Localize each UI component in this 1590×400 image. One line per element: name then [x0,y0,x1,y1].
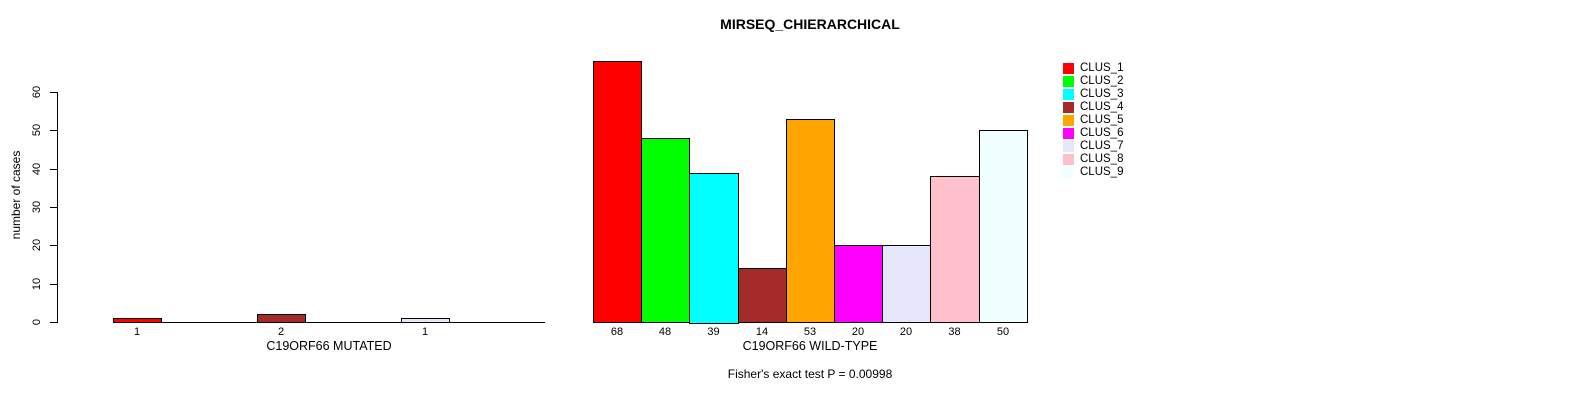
y-axis-tick-label: 30 [31,200,43,214]
y-axis-tick-label: 40 [31,162,43,176]
x-axis-label-mutated: C19ORF66 MUTATED [266,339,392,353]
legend-swatch-CLUS_3 [1063,89,1074,100]
legend-row: CLUS_5 [1063,114,1123,127]
bar-CLUS_2 [641,138,690,323]
x-axis-line [113,322,545,323]
y-axis-tick-label: 10 [31,277,43,291]
y-axis-tick [50,130,57,131]
legend-row: CLUS_9 [1063,166,1123,179]
legend-label: CLUS_2 [1080,75,1124,87]
legend-row: CLUS_4 [1063,101,1123,114]
y-axis-tick [50,245,57,246]
legend-swatch-CLUS_7 [1063,141,1074,152]
bar-value-label: 53 [803,326,817,338]
bar-CLUS_9 [979,130,1028,323]
y-axis-tick-label: 50 [31,123,43,137]
bar-CLUS_8 [930,176,980,323]
bar-value-label: 14 [755,326,769,338]
bar-CLUS_6 [834,245,883,323]
legend-row: CLUS_6 [1063,127,1123,140]
legend-row: CLUS_2 [1063,75,1123,88]
bar-CLUS_4 [257,314,306,323]
bar-CLUS_1 [593,61,642,323]
bar-CLUS_7 [882,245,931,323]
bar-CLUS_5 [786,119,835,323]
bar-value-label: 1 [421,326,429,338]
legend-swatch-CLUS_9 [1063,167,1074,178]
legend-label: CLUS_5 [1080,114,1124,126]
legend-row: CLUS_7 [1063,140,1123,153]
y-axis-label: number of cases [9,150,23,240]
y-axis-tick-label: 0 [31,318,43,326]
legend-swatch-CLUS_6 [1063,128,1074,139]
bar-CLUS_4 [738,268,787,323]
bar-value-label: 68 [610,326,624,338]
bar-CLUS_3 [689,173,739,324]
legend-swatch-CLUS_8 [1063,154,1074,165]
legend-label: CLUS_6 [1080,127,1124,139]
y-axis-line [57,92,58,323]
bar-value-label: 50 [996,326,1010,338]
legend-label: CLUS_4 [1080,101,1124,113]
y-axis-tick [50,207,57,208]
legend-swatch-CLUS_4 [1063,102,1074,113]
y-axis-tick-label: 60 [31,85,43,99]
x-axis-label-wildtype: C19ORF66 WILD-TYPE [742,339,878,353]
chart-title: MIRSEQ_CHIERARCHICAL [720,16,900,32]
legend-swatch-CLUS_2 [1063,76,1074,87]
bar-value-label: 20 [851,326,865,338]
legend: CLUS_1 CLUS_2 CLUS_3 CLUS_4 CLUS_5 CLUS_6 CLUS… [1063,62,1123,179]
legend-label: CLUS_8 [1080,153,1124,165]
bar-value-label: 20 [899,326,913,338]
footer-note: Fisher's exact test P = 0.00998 [727,367,893,381]
legend-row: CLUS_1 [1063,62,1123,75]
legend-swatch-CLUS_5 [1063,115,1074,126]
bar-CLUS_7 [401,318,450,323]
bar-value-label: 48 [658,326,672,338]
bar-CLUS_1 [113,318,162,323]
bar-value-label: 1 [133,326,141,338]
y-axis-tick [50,92,57,93]
legend-row: CLUS_8 [1063,153,1123,166]
bar-value-label: 39 [707,326,720,338]
bar-value-label: 38 [948,326,961,338]
legend-label: CLUS_3 [1080,88,1124,100]
y-axis-tick-label: 20 [31,238,43,252]
y-axis-tick [50,322,57,323]
legend-label: CLUS_7 [1080,140,1124,152]
legend-row: CLUS_3 [1063,88,1123,101]
y-axis-tick [50,284,57,285]
bar-value-label: 2 [277,326,285,338]
legend-label: CLUS_9 [1080,166,1124,178]
y-axis-tick [50,169,57,170]
legend-label: CLUS_1 [1080,62,1124,74]
legend-swatch-CLUS_1 [1063,63,1074,74]
